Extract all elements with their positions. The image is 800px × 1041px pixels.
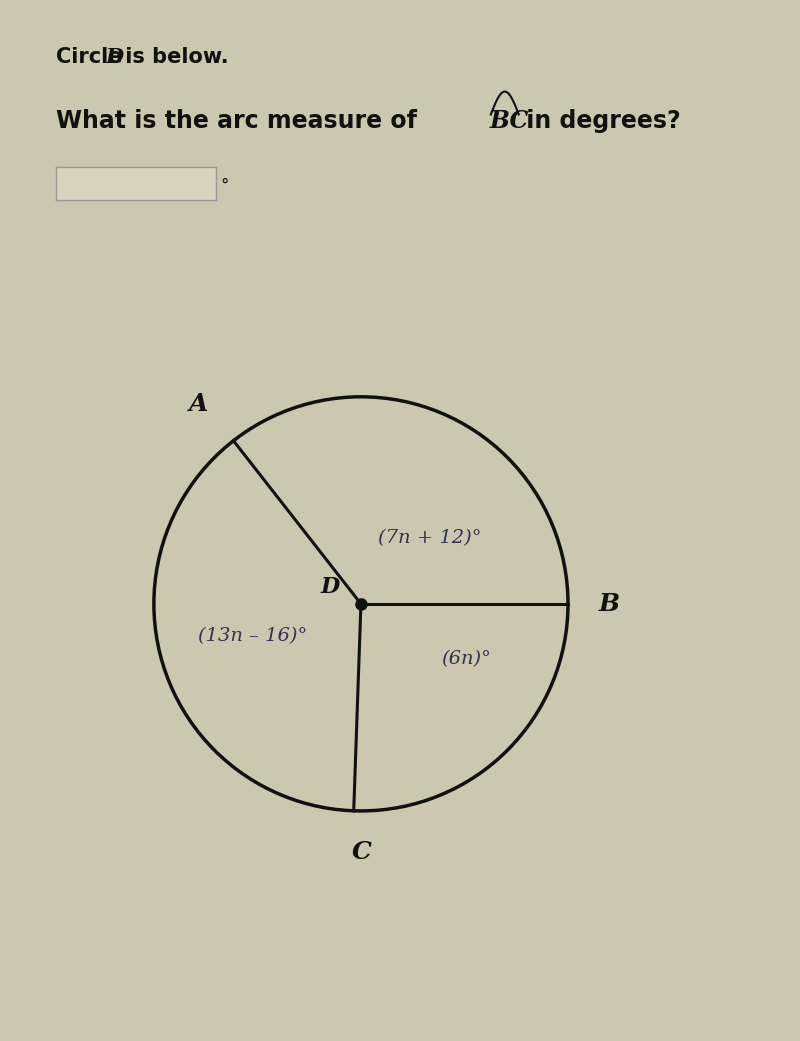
Text: in degrees?: in degrees?	[518, 109, 681, 133]
Text: Circle: Circle	[56, 47, 130, 67]
Text: A: A	[190, 391, 209, 415]
Text: (7n + 12)°: (7n + 12)°	[378, 529, 482, 547]
Text: D: D	[321, 576, 340, 598]
Text: is below.: is below.	[118, 47, 229, 67]
Text: What is the arc measure of: What is the arc measure of	[56, 109, 426, 133]
Text: BC: BC	[490, 109, 529, 133]
Text: °: °	[220, 177, 228, 195]
Text: (6n)°: (6n)°	[442, 651, 491, 668]
Text: B: B	[599, 592, 620, 616]
Text: C: C	[352, 840, 372, 864]
Text: D: D	[106, 47, 124, 67]
Text: (13n – 16)°: (13n – 16)°	[198, 627, 306, 644]
